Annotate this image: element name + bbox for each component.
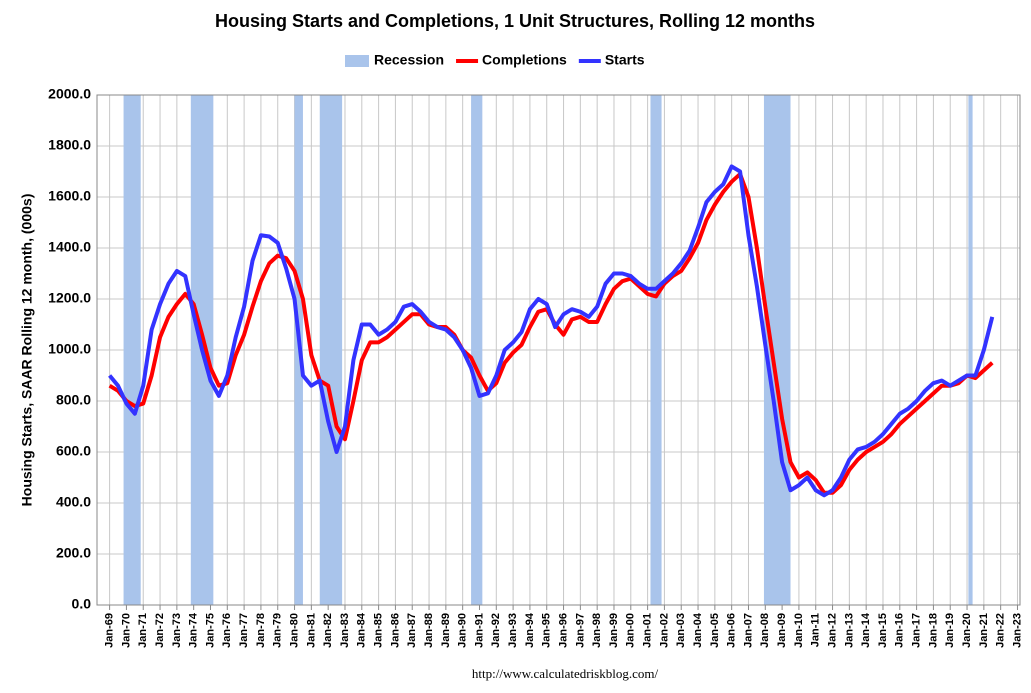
x-tick-label: Jan-81 [305,613,317,648]
x-tick-label: Jan-97 [574,613,586,648]
y-tick-label: 2000.0 [48,86,91,102]
x-tick-label: Jan-96 [557,613,569,648]
x-tick-label: Jan-02 [658,613,670,648]
x-tick-label: Jan-77 [238,613,250,648]
x-tick-label: Jan-91 [473,613,485,648]
recession-band [471,95,483,605]
y-tick-label: 1600.0 [48,188,91,204]
x-tick-label: Jan-71 [137,613,149,648]
x-tick-label: Jan-98 [591,613,603,648]
x-tick-label: Jan-89 [440,613,452,648]
x-tick-label: Jan-99 [608,613,620,648]
x-tick-label: Jan-03 [675,613,687,648]
recession-band [319,95,343,605]
y-tick-label: 800.0 [56,392,91,408]
x-tick-label: Jan-87 [406,613,418,648]
x-tick-label: Jan-92 [490,613,502,648]
x-tick-label: Jan-95 [541,613,553,648]
series-line [108,164,995,498]
recession-band [763,95,791,605]
recession-band [123,95,141,605]
x-tick-label: Jan-78 [255,613,267,648]
source: http://www.calculatedriskblog.com/ [472,666,659,681]
x-tick-label: Jan-20 [961,613,973,648]
legend-label: Completions [482,52,567,68]
x-tick-label: Jan-07 [742,613,754,648]
x-tick-label: Jan-74 [188,612,200,648]
x-tick-label: Jan-12 [826,613,838,648]
y-tick-label: 1400.0 [48,239,91,255]
y-tick-label: 1800.0 [48,137,91,153]
x-tick-label: Jan-09 [776,613,788,648]
x-tick-label: Jan-76 [221,613,233,648]
x-tick-label: Jan-23 [1011,613,1023,648]
x-tick-label: Jan-73 [171,613,183,648]
x-tick-label: Jan-04 [692,612,704,648]
x-tick-label: Jan-19 [944,613,956,648]
y-tick-label: 0.0 [72,596,92,612]
x-tick-label: Jan-21 [978,613,990,648]
legend-label: Starts [605,52,645,68]
x-tick-label: Jan-75 [204,613,216,648]
x-tick-label: Jan-15 [877,613,889,648]
y-tick-label: 1200.0 [48,290,91,306]
x-tick-label: Jan-00 [625,613,637,648]
x-tick-label: Jan-08 [759,613,771,648]
y-tick-label: 600.0 [56,443,91,459]
x-tick-label: Jan-16 [894,613,906,648]
legend-label: Recession [374,52,444,68]
x-tick-label: Jan-18 [927,613,939,648]
x-tick-label: Jan-69 [104,613,116,648]
x-tick-label: Jan-79 [272,613,284,648]
y-axis-label: Housing Starts, SAAR Rolling 12 month, (… [19,194,35,507]
x-tick-label: Jan-13 [843,613,855,648]
legend-swatch [345,55,369,67]
x-tick-label: Jan-11 [810,613,822,647]
x-tick-label: Jan-94 [524,612,536,648]
x-tick-label: Jan-93 [507,613,519,648]
x-tick-label: Jan-80 [288,613,300,648]
recession-band [968,95,973,605]
y-tick-label: 400.0 [56,494,91,510]
x-tick-label: Jan-86 [389,613,401,648]
x-tick-label: Jan-10 [793,613,805,648]
x-tick-label: Jan-06 [726,613,738,648]
x-tick-label: Jan-84 [356,612,368,648]
x-tick-label: Jan-85 [373,613,385,648]
x-tick-label: Jan-82 [322,613,334,648]
plot-border [96,94,1021,606]
y-tick-label: 200.0 [56,545,91,561]
x-tick-label: Jan-17 [911,613,923,648]
x-tick-label: Jan-14 [860,612,872,648]
x-tick-label: Jan-88 [423,613,435,648]
recession-band [650,95,662,605]
x-tick-label: Jan-01 [642,613,654,648]
y-tick-label: 1000.0 [48,341,91,357]
x-tick-label: Jan-22 [995,613,1007,648]
x-tick-label: Jan-05 [709,613,721,648]
x-tick-label: Jan-72 [154,613,166,648]
x-tick-label: Jan-90 [457,613,469,648]
chart-title: Housing Starts and Completions, 1 Unit S… [215,11,815,31]
x-tick-label: Jan-83 [339,613,351,648]
x-tick-label: Jan-70 [120,613,132,648]
